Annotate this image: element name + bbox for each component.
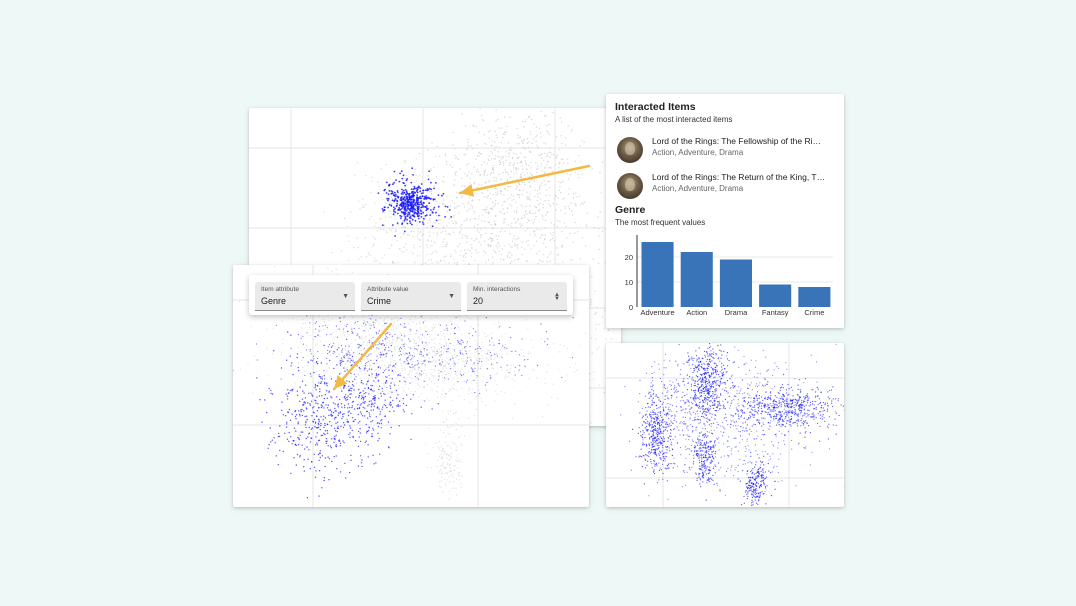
x-tick-label: Fantasy bbox=[762, 308, 789, 317]
item-attribute-value: Genre bbox=[261, 296, 287, 306]
movie-thumbnail bbox=[617, 137, 643, 163]
attribute-value-value: Crime bbox=[367, 296, 391, 306]
stepper-icon[interactable]: ▲ ▼ bbox=[554, 292, 560, 302]
item-attribute-select[interactable]: Item attribute Genre ▼ bbox=[255, 282, 355, 311]
bar-drama[interactable] bbox=[719, 259, 752, 308]
list-item[interactable]: Lord of the Rings: The Return of the Kin… bbox=[615, 172, 837, 202]
y-tick-label: 20 bbox=[625, 253, 633, 262]
bar-adventure[interactable] bbox=[641, 242, 674, 307]
min-interactions-input[interactable]: Min. interactions 20 ▲ ▼ bbox=[467, 282, 567, 311]
bar-fantasy[interactable] bbox=[759, 284, 792, 308]
chevron-down-icon: ▼ bbox=[448, 293, 455, 300]
scatter-points bbox=[620, 343, 844, 506]
chevron-down-icon: ▼ bbox=[342, 293, 349, 300]
interacted-items-subtitle: A list of the most interacted items bbox=[615, 115, 733, 124]
filter-controls: Item attribute Genre ▼ Attribute value C… bbox=[249, 275, 573, 315]
genre-title: Genre bbox=[615, 204, 646, 216]
scatter-plot-right[interactable] bbox=[606, 343, 844, 507]
bar-crime[interactable] bbox=[798, 287, 831, 307]
x-tick-label: Drama bbox=[725, 308, 748, 317]
genre-subtitle: The most frequent values bbox=[615, 218, 706, 227]
attribute-value-label: Attribute value bbox=[367, 286, 409, 293]
item-genres: Action, Adventure, Drama bbox=[652, 184, 744, 193]
bar-action[interactable] bbox=[680, 252, 713, 307]
min-interactions-value: 20 bbox=[473, 296, 484, 306]
y-tick-label: 10 bbox=[625, 278, 633, 287]
scatter-grid bbox=[606, 343, 844, 507]
genre-bar-chart: 0 10 20 Adventure Action Drama Fantasy Crime bbox=[625, 235, 833, 317]
list-item[interactable]: Lord of the Rings: The Fellowship of the… bbox=[615, 136, 837, 166]
x-tick-label: Crime bbox=[804, 308, 824, 317]
x-tick-label: Action bbox=[686, 308, 707, 317]
x-tick-label: Adventure bbox=[640, 308, 674, 317]
item-attribute-label: Item attribute bbox=[261, 286, 299, 293]
scatter-points bbox=[233, 266, 586, 500]
attribute-value-select[interactable]: Attribute value Crime ▼ bbox=[361, 282, 461, 311]
info-panel: Interacted Items A list of the most inte… bbox=[606, 94, 844, 328]
interacted-items-title: Interacted Items bbox=[615, 101, 696, 113]
movie-thumbnail bbox=[617, 173, 643, 199]
scatter-panel-right[interactable] bbox=[606, 343, 844, 507]
min-interactions-label: Min. interactions bbox=[473, 286, 521, 293]
item-genres: Action, Adventure, Drama bbox=[652, 148, 744, 157]
y-tick-label: 0 bbox=[629, 303, 633, 312]
